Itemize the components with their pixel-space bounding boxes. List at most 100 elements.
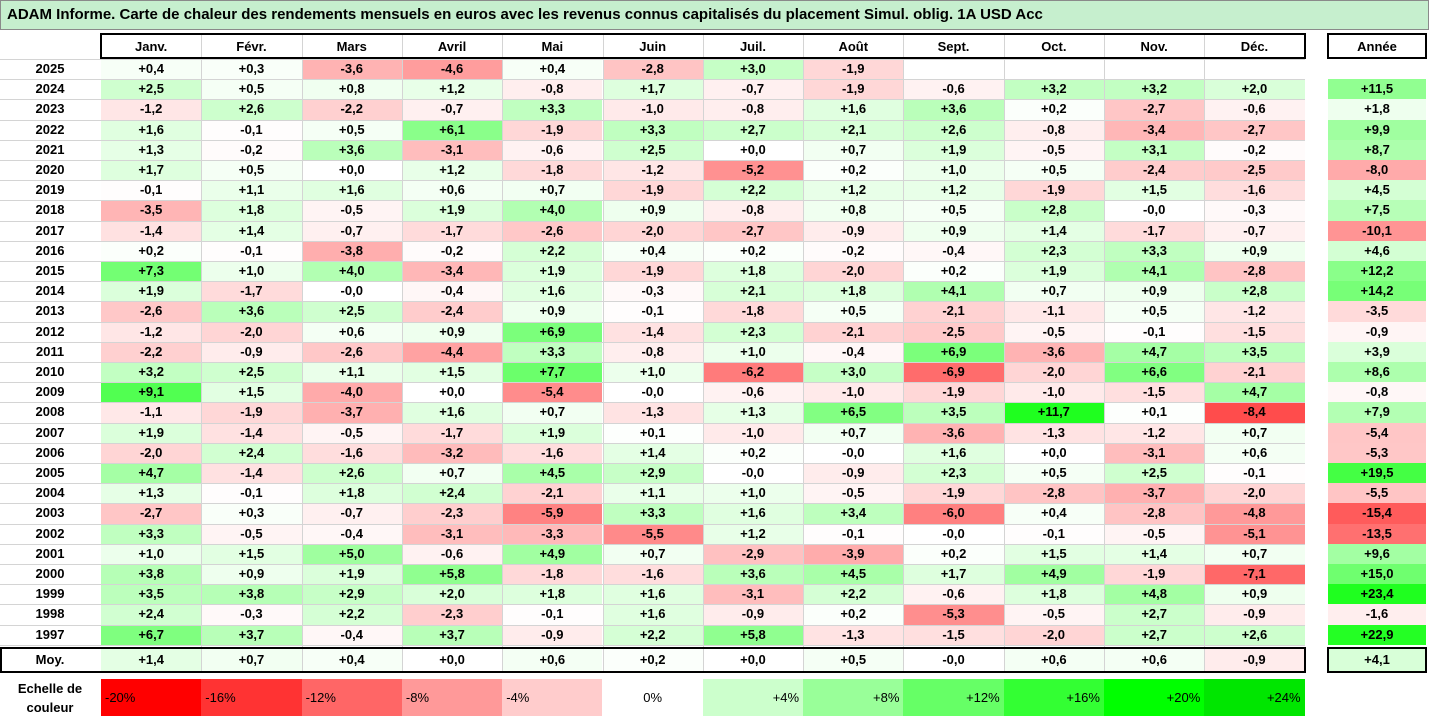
month-header: Juin [602, 34, 703, 59]
heatmap-cell: +1,0 [903, 160, 1004, 181]
heatmap-cell: +0,6 [401, 180, 503, 201]
heatmap-cell: -1,4 [602, 321, 703, 342]
heatmap-cell: -1,8 [502, 564, 603, 585]
average-cell: +1,4 [101, 647, 202, 672]
average-cell: +0,5 [803, 647, 904, 672]
annual-cell: +8,6 [1328, 362, 1426, 383]
average-cell: +0,2 [602, 647, 703, 672]
heatmap-cell: -2,0 [201, 321, 302, 342]
heatmap-cell: -1,9 [1003, 180, 1104, 201]
heatmap-cell: +2,5 [101, 79, 202, 100]
heatmap-cell: +1,7 [903, 564, 1004, 585]
heatmap-cell: -1,4 [201, 463, 302, 484]
heatmap-cell: +0,7 [1204, 543, 1305, 564]
heatmap-cell: -6,2 [702, 362, 804, 383]
grid-line [0, 463, 1305, 464]
heatmap-cell: -1,1 [1003, 301, 1104, 322]
heatmap-cell: +1,9 [101, 422, 202, 443]
legend-swatch: -8% [401, 679, 503, 716]
heatmap-cell: -2,7 [1204, 119, 1305, 140]
heatmap-cell: +1,3 [101, 483, 202, 504]
heatmap-cell: +3,3 [502, 99, 603, 120]
row-year-label: 2004 [35, 485, 65, 501]
heatmap-cell: -3,1 [401, 523, 503, 544]
average-label: Moy. [35, 651, 65, 667]
heatmap-cell: +0,7 [502, 402, 603, 423]
row-year-label: 1999 [35, 586, 65, 602]
heatmap-cell: +1,6 [101, 119, 202, 140]
heatmap-cell: +1,2 [401, 160, 503, 181]
heatmap-cell: +0,4 [101, 59, 202, 80]
heatmap-cell: +0,5 [1104, 301, 1205, 322]
grid-line [0, 584, 1305, 586]
heatmap-cell: +1,5 [401, 362, 503, 383]
legend-swatch: -4% [502, 679, 603, 716]
heatmap-cell: -3,6 [1003, 341, 1104, 362]
heatmap-cell: -0,7 [301, 220, 402, 241]
annual-cell: +7,5 [1328, 200, 1426, 221]
heatmap-cell: +2,0 [1204, 79, 1305, 100]
heatmap-cell: -2,0 [101, 442, 202, 463]
heatmap-cell: -1,0 [702, 422, 804, 443]
heatmap-cell: +7,7 [502, 362, 603, 383]
heatmap-cell: -1,6 [502, 442, 603, 463]
annual-cell: +15,0 [1328, 564, 1426, 585]
heatmap-cell: +1,3 [101, 139, 202, 160]
heatmap-cell: +4,5 [803, 564, 904, 585]
heatmap-cell: +1,5 [1003, 543, 1104, 564]
heatmap-cell: +1,6 [502, 281, 603, 302]
heatmap-cell: -2,8 [602, 59, 703, 80]
grid-line [0, 79, 1305, 81]
heatmap-cell: -0,1 [201, 119, 302, 140]
grid-line [1003, 34, 1005, 672]
annual-cell: -8,0 [1328, 160, 1426, 181]
grid-line [903, 34, 905, 672]
heatmap-cell: +1,4 [602, 442, 703, 463]
heatmap-cell: -2,3 [401, 503, 503, 524]
row-year-label: 2025 [35, 61, 65, 76]
average-cell: +0,6 [1003, 647, 1104, 672]
heatmap-cell: -0,7 [401, 99, 503, 120]
heatmap-cell: +2,2 [301, 604, 402, 625]
grid-line [502, 34, 504, 672]
heatmap-cell: -3,4 [1104, 119, 1205, 140]
heatmap-cell: +0,3 [201, 59, 302, 80]
heatmap-cell: +1,6 [602, 604, 703, 625]
heatmap-cell: -0,5 [1003, 321, 1104, 342]
legend-swatch: 0% [602, 679, 703, 716]
grid-line [0, 99, 1305, 101]
month-header: Avril [401, 34, 503, 59]
heatmap-cell: -1,9 [502, 119, 603, 140]
heatmap-cell: -1,0 [1003, 382, 1104, 403]
heatmap-cell: +0,9 [1204, 240, 1305, 261]
average-cell: -0,9 [1204, 647, 1305, 672]
heatmap-cell: -4,6 [401, 59, 503, 80]
heatmap-cell: -1,5 [1204, 321, 1305, 342]
month-header: Déc. [1204, 34, 1305, 59]
heatmap-cell: +1,9 [401, 200, 503, 221]
heatmap-cell: -0,4 [903, 240, 1004, 261]
heatmap-cell: -1,7 [401, 220, 503, 241]
heatmap-cell: -0,6 [502, 139, 603, 160]
grid-line [0, 321, 1305, 323]
heatmap-cell: +1,9 [502, 261, 603, 282]
heatmap-cell: +1,9 [502, 422, 603, 443]
row-year-label: 2008 [35, 404, 65, 420]
heatmap-cell: -3,1 [702, 584, 804, 605]
heatmap-cell: -5,3 [903, 604, 1004, 625]
heatmap-cell: +4,0 [301, 261, 402, 282]
heatmap-cell: +0,2 [702, 240, 804, 261]
heatmap-cell: -5,4 [502, 382, 603, 403]
heatmap-cell: -0,5 [201, 523, 302, 544]
heatmap-cell: +0,8 [301, 79, 402, 100]
heatmap-cell [1003, 59, 1104, 80]
heatmap-cell: -5,9 [502, 503, 603, 524]
heatmap-cell: -2,7 [702, 220, 804, 241]
legend-swatch: +8% [803, 679, 904, 716]
heatmap-cell: -1,5 [1104, 382, 1205, 403]
grid-line [0, 160, 1305, 161]
heatmap-cell: -1,9 [201, 402, 302, 423]
grid-line [702, 34, 704, 672]
heatmap-cell: -1,3 [1003, 422, 1104, 443]
grid-line [0, 402, 1305, 404]
